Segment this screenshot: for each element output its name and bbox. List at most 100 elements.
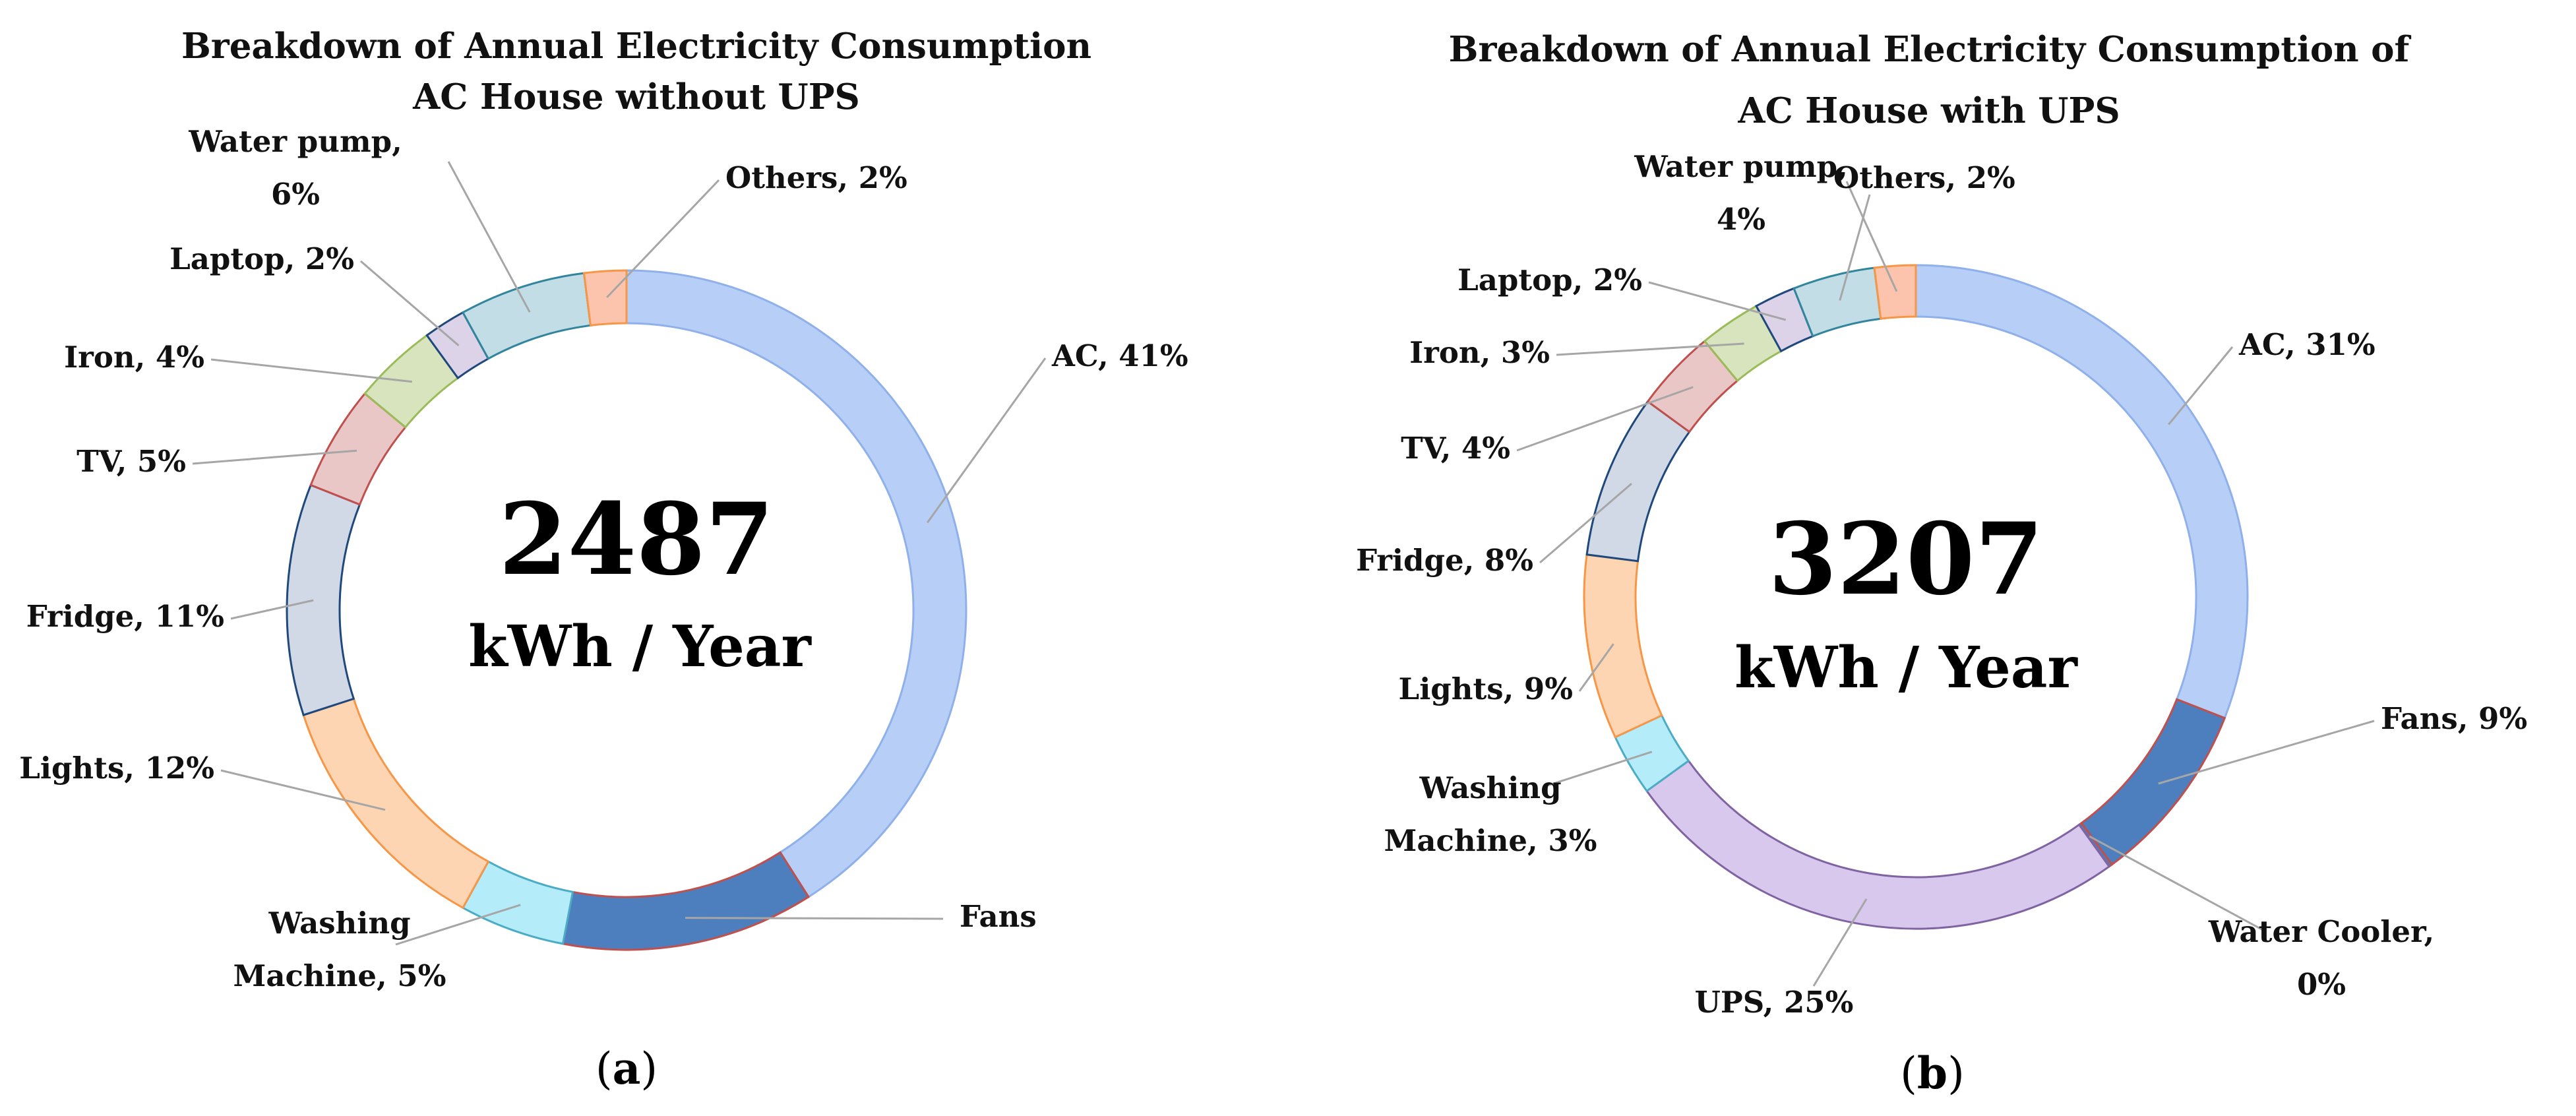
chart-b-leader-lines [1516,181,2375,987]
chart-a-label-laptop-line: Laptop, 2% [169,241,354,276]
chart-b-title-line-2: AC House with UPS [1737,90,2120,131]
chart-a-leader-fridge [230,599,314,620]
chart-b-leader-laptop [1648,281,1787,321]
chart-a-label-others: Others, 2% [725,160,907,195]
chart-b-label-ups: UPS, 25% [1695,985,1854,1020]
chart-a-label-tv: TV, 5% [77,444,186,479]
chart-a-label-lights: Lights, 12% [19,751,214,786]
chart-b-label-washing-machine: Washing Machine, 3% [1384,770,1597,858]
chart-b-label-fridge-line: Fridge, 8% [1356,543,1533,578]
chart-b-slices [1583,264,2249,930]
chart-a-slice-water-pump [461,272,592,360]
chart-a-labels: AC, 41% Fans Washing Machine, 5% Lights, 12%… [19,124,1188,993]
chart-b-label-fans-line: Fans, 9% [2381,701,2527,736]
chart-a-leader-fans [685,917,944,920]
chart-b-leader-tv [1516,386,1694,452]
chart-b-label-lights-line: Lights, 9% [1399,671,1573,706]
chart-a-leader-ac [926,357,1047,524]
chart-a-label-fridge: Fridge, 11% [26,599,224,634]
chart-a-label-ac: AC, 41% [1051,338,1188,373]
chart-b-slice-lights [1583,553,1663,739]
chart-b-label-laptop: Laptop, 2% [1457,263,1642,297]
chart-a-label-lights-line: Lights, 12% [19,751,214,786]
chart-a-leader-lines [192,161,1047,946]
chart-b-leader-water-pump [1839,194,1871,301]
chart-b-slice-others [1873,264,1917,320]
chart-b-slice-fridge [1585,400,1691,563]
chart-a-label-fans-line: Fans [960,899,1037,934]
chart-a-title-line-1: Breakdown of Annual Electricity Consumpt… [181,26,1091,67]
chart-a-label-ac-line: AC, 41% [1051,338,1188,373]
chart-a-total-unit: kWh / Year [468,613,812,680]
chart-a-label-fridge-line: Fridge, 11% [26,599,224,634]
chart-b-label-washing-machine-line: Machine, 3% [1384,823,1597,858]
chart-b-label-others-line: Others, 2% [1833,160,2015,195]
chart-b-label-ac-line: AC, 31% [2238,327,2376,362]
chart-b-label-water-cooler: Water Cooler, 0% [2208,914,2434,1002]
chart-b-leader-ac [2168,346,2234,425]
chart-b-labels: AC, 31% Fans, 9% Water Cooler, 0% UPS, 25% Wa… [1356,149,2527,1020]
chart-b-label-lights: Lights, 9% [1399,671,1573,706]
chart-b-label-tv-line: TV, 4% [1401,431,1510,466]
chart-b-label-ac: AC, 31% [2238,327,2376,362]
chart-a-label-water-pump-line: Water pump, [188,124,402,159]
chart-a-leader-iron [210,358,412,383]
chart-b-total-value: 3207 [1768,501,2043,617]
chart-a-label-washing-machine: Washing Machine, 5% [233,906,446,993]
chart-a-slice-fridge [286,483,361,716]
chart-a-leader-washing-machine [395,904,521,946]
chart-b-label-laptop-line: Laptop, 2% [1457,263,1642,297]
chart-b-leader-fridge [1539,483,1632,564]
chart-b-label-ups-line: UPS, 25% [1695,985,1854,1020]
chart-b-total-unit: kWh / Year [1734,635,2078,701]
chart-b-slice-ups [1645,759,2111,930]
chart-a-leader-others [606,179,720,298]
chart-b-leader-fans [2158,720,2375,785]
chart-a-label-washing-machine-line: Machine, 5% [233,958,446,993]
chart-b-label-iron-line: Iron, 3% [1409,335,1550,370]
donut-chart-a: Breakdown of Annual Electricity Consumpt… [19,26,1188,1094]
chart-a-title-line-2: AC House without UPS [412,77,860,117]
chart-a-label-water-pump-line: 6% [271,177,320,212]
chart-b-leader-iron [1556,342,1744,356]
chart-a-label-laptop: Laptop, 2% [169,241,354,276]
chart-a-slices [286,269,967,951]
chart-a-label-tv-line: TV, 5% [77,444,186,479]
chart-a-leader-water-pump [447,161,531,313]
chart-a-label-water-pump: Water pump, 6% [188,124,402,212]
chart-b-label-water-cooler-line: 0% [2297,967,2346,1002]
chart-a-label-iron-line: Iron, 4% [64,340,204,375]
chart-b-label-tv: TV, 4% [1401,431,1510,466]
chart-a-label-washing-machine-line: Washing [268,906,410,941]
chart-b-label-water-pump: Water pump, 4% [1634,149,1848,237]
chart-b-leader-water-cooler [2089,835,2266,933]
chart-a-leader-laptop [360,260,460,347]
chart-a-slice-ac [625,269,967,898]
chart-b-leader-washing-machine [1543,751,1653,788]
chart-a-leader-lights [220,769,386,811]
donut-chart-b: Breakdown of Annual Electricity Consumpt… [1356,29,2527,1099]
chart-b-label-washing-machine-line: Washing [1419,770,1561,805]
chart-a-total-value: 2487 [499,481,774,598]
chart-a-leader-tv [192,449,357,465]
panel-label-b: (b) [1900,1047,1965,1099]
chart-b-label-water-pump-line: 4% [1717,202,1765,237]
chart-a-slice-fans [561,851,811,951]
panel-label-a: (a) [596,1043,658,1094]
chart-b-label-fans: Fans, 9% [2381,701,2527,736]
chart-a-slice-others [582,269,628,327]
chart-b-slice-fans [2080,698,2226,866]
chart-b-leader-others [1845,181,1898,292]
chart-a-label-fans: Fans [960,899,1037,934]
chart-b-label-water-cooler-line: Water Cooler, [2208,914,2434,949]
chart-b-label-fridge: Fridge, 8% [1356,543,1533,578]
chart-b-leader-lights [1578,643,1614,692]
chart-b-leader-ups [1812,898,1868,987]
chart-b-label-water-pump-line: Water pump, [1634,149,1848,184]
chart-b-title-line-1: Breakdown of Annual Electricity Consumpt… [1449,29,2412,70]
chart-a-label-iron: Iron, 4% [64,340,204,375]
chart-a-label-others-line: Others, 2% [725,160,907,195]
chart-a-slice-lights [302,697,490,910]
chart-b-label-iron: Iron, 3% [1409,335,1550,370]
